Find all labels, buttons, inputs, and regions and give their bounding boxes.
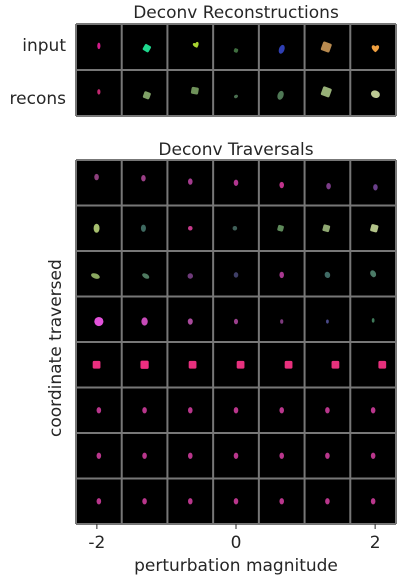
reconstructions-cell-shape bbox=[192, 41, 199, 48]
x-tick-label: 2 bbox=[369, 533, 381, 553]
traversals-cell-shape bbox=[279, 452, 285, 459]
reconstructions-cell-shape bbox=[320, 41, 332, 53]
traversals-cell-shape bbox=[140, 360, 149, 369]
traversals-cell-shape bbox=[96, 452, 102, 459]
traversals-cell-shape bbox=[373, 184, 378, 191]
traversals-cell-shape bbox=[142, 407, 147, 414]
traversals-cell-shape bbox=[96, 407, 102, 414]
traversals-cell-shape bbox=[233, 498, 239, 505]
traversals-cell-shape bbox=[325, 498, 330, 505]
reconstructions-cell-shape bbox=[370, 90, 380, 98]
traversals-cell-shape bbox=[188, 498, 193, 505]
traversals-cell-shape bbox=[91, 273, 100, 279]
traversals-cell-shape bbox=[188, 360, 197, 369]
traversals-cell-shape bbox=[370, 270, 377, 278]
traversals-cell-shape bbox=[284, 360, 293, 369]
row-label-recons: recons bbox=[9, 89, 66, 109]
x-axis-label: perturbation magnitude bbox=[134, 556, 338, 576]
traversals-cell-shape bbox=[94, 173, 99, 181]
reconstructions-cell-shape bbox=[320, 86, 332, 98]
traversals-title: Deconv Traversals bbox=[158, 140, 314, 160]
row-label-input: input bbox=[22, 36, 66, 56]
reconstructions-cell-shape bbox=[371, 45, 380, 53]
reconstructions-cell-shape bbox=[190, 86, 199, 95]
reconstructions-cell-shape bbox=[277, 90, 284, 100]
traversals-cell-shape bbox=[370, 407, 376, 414]
traversals-cell-shape bbox=[233, 318, 239, 325]
traversals-cell-shape bbox=[279, 407, 285, 414]
reconstructions-title: Deconv Reconstructions bbox=[133, 3, 339, 23]
traversals-cell-shape bbox=[279, 498, 285, 505]
reconstructions-cell-shape bbox=[97, 42, 101, 50]
traversals-cell-shape bbox=[187, 273, 194, 279]
traversals-cell-shape bbox=[187, 318, 193, 325]
traversals-cell-shape bbox=[371, 318, 375, 323]
traversals-cell-shape bbox=[140, 224, 146, 232]
traversals-cell-shape bbox=[93, 223, 100, 233]
traversals-cell-shape bbox=[325, 407, 330, 414]
reconstructions-cell-shape bbox=[234, 94, 238, 99]
traversals-cell-shape bbox=[279, 271, 285, 279]
traversals-grid bbox=[75, 159, 397, 525]
traversals-cell-shape bbox=[370, 452, 376, 459]
traversals-cell-shape bbox=[233, 452, 239, 459]
reconstructions-cell-shape bbox=[142, 91, 151, 100]
traversals-cell-shape bbox=[232, 225, 238, 231]
traversals-cell-shape bbox=[94, 316, 104, 327]
traversals-cell-shape bbox=[233, 272, 239, 278]
traversals-cell-shape bbox=[280, 319, 284, 324]
traversals-cell-shape bbox=[279, 181, 285, 189]
traversals-cell-shape bbox=[141, 317, 148, 326]
traversals-cell-shape bbox=[188, 178, 193, 185]
reconstructions-cell-shape bbox=[233, 48, 239, 53]
traversals-cell-shape bbox=[236, 360, 245, 369]
traversals-cell-shape bbox=[142, 498, 147, 505]
traversals-cell-shape bbox=[324, 271, 331, 279]
traversals-cell-shape bbox=[141, 175, 146, 182]
traversals-cell-shape bbox=[188, 407, 193, 414]
x-tick-label: -2 bbox=[88, 533, 106, 553]
traversals-cell-shape bbox=[92, 360, 101, 369]
traversals-cell-shape bbox=[96, 498, 102, 505]
reconstructions-cell-shape bbox=[278, 44, 285, 54]
x-tick-label: 0 bbox=[230, 533, 242, 553]
traversals-cell-shape bbox=[325, 452, 330, 459]
traversals-cell-shape bbox=[331, 360, 340, 369]
traversals-cell-shape bbox=[378, 360, 387, 369]
traversals-cell-shape bbox=[233, 407, 239, 414]
traversals-cell-shape bbox=[233, 179, 239, 186]
traversals-cell-shape bbox=[322, 224, 331, 233]
traversals-cell-shape bbox=[142, 452, 147, 459]
traversals-cell-shape bbox=[142, 273, 150, 279]
reconstructions-grid bbox=[75, 23, 397, 117]
traversals-cell-shape bbox=[326, 182, 331, 190]
traversals-cell-shape bbox=[188, 225, 193, 231]
traversals-cell-shape bbox=[277, 224, 284, 232]
traversals-cell-shape bbox=[188, 452, 193, 459]
traversals-cell-shape bbox=[326, 319, 329, 324]
reconstructions-cell-shape bbox=[142, 43, 152, 53]
reconstructions-cell-shape bbox=[97, 89, 101, 95]
traversals-cell-shape bbox=[370, 224, 379, 233]
traversals-cell-shape bbox=[370, 498, 376, 505]
